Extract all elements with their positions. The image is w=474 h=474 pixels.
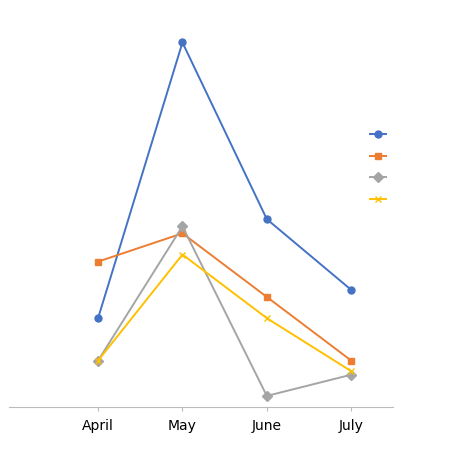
S1 xyxy=(180,40,185,46)
S1 xyxy=(95,315,101,321)
S3 xyxy=(180,223,185,229)
S4 xyxy=(348,368,354,374)
Line: S4: S4 xyxy=(95,251,355,374)
S4 xyxy=(180,252,185,257)
Line: S2: S2 xyxy=(95,230,355,364)
S1 xyxy=(348,287,354,293)
S1 xyxy=(264,216,270,222)
Legend: , , , : , , , xyxy=(370,128,388,207)
S4 xyxy=(95,358,101,364)
S3 xyxy=(264,393,270,399)
Line: S3: S3 xyxy=(95,223,355,400)
S3 xyxy=(95,358,101,364)
S3 xyxy=(348,372,354,378)
S4 xyxy=(264,315,270,321)
S2 xyxy=(264,294,270,300)
S2 xyxy=(180,230,185,236)
Line: S1: S1 xyxy=(95,39,355,322)
S2 xyxy=(348,358,354,364)
S2 xyxy=(95,259,101,264)
